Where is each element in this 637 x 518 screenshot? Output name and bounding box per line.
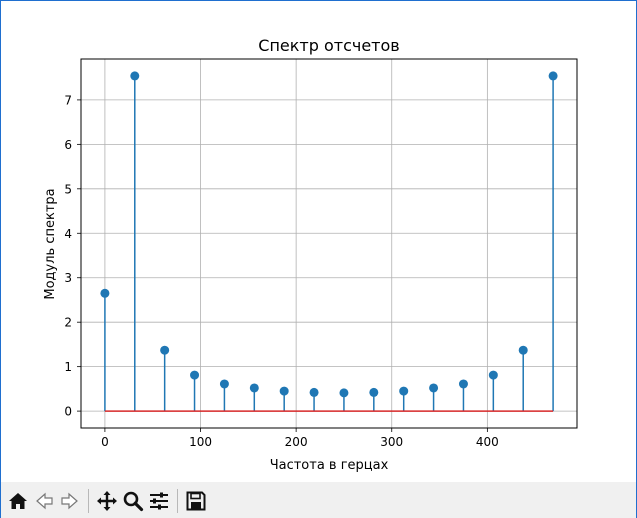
y-tick-label: 4: [64, 227, 72, 241]
y-axis-label: Модуль спектра: [43, 188, 58, 299]
stem-marker: [369, 387, 379, 397]
y-tick-label: 6: [64, 138, 72, 152]
stem-marker: [458, 379, 468, 389]
y-tick-label: 0: [64, 405, 72, 419]
pan-button[interactable]: [94, 486, 120, 516]
forward-icon: [61, 492, 78, 509]
zoom-button[interactable]: [120, 486, 146, 516]
y-tick-label: 3: [64, 271, 72, 285]
toolbar-separator: [177, 488, 178, 513]
toolbar-separator: [88, 488, 89, 513]
save-button[interactable]: [183, 486, 209, 516]
forward-button[interactable]: [57, 486, 83, 516]
x-tick-label: 200: [285, 435, 308, 449]
stem-marker: [249, 383, 259, 393]
stem-marker: [488, 370, 498, 380]
x-tick-label: 100: [189, 435, 212, 449]
back-button[interactable]: [31, 486, 57, 516]
y-tick-label: 7: [64, 93, 72, 107]
y-tick-label: 5: [64, 182, 72, 196]
chart: 0 100 200 300 400 0 1 2 3 4 5 6 7 Спектр отсчетов Ча…: [43, 36, 578, 473]
stem-marker: [190, 370, 200, 380]
navigation-toolbar: [1, 482, 636, 518]
stem-series: [100, 71, 558, 412]
stem-marker: [160, 345, 170, 355]
stem-marker: [518, 345, 528, 355]
home-button[interactable]: [5, 486, 31, 516]
configure-subplots-button[interactable]: [146, 486, 172, 516]
stem-marker: [339, 388, 349, 398]
x-tick-label: 300: [380, 435, 403, 449]
figure-canvas: 0 100 200 300 400 0 1 2 3 4 5 6 7 Спектр отсчетов Ча…: [1, 1, 636, 481]
pan-icon: [97, 490, 117, 511]
stem-marker: [429, 383, 439, 393]
stem-marker: [279, 386, 289, 396]
y-tick-label: 1: [64, 360, 72, 374]
configure-subplots-icon: [150, 492, 168, 509]
stem-marker: [548, 71, 558, 81]
back-icon: [36, 492, 53, 509]
x-axis-label: Частота в герцах: [270, 458, 389, 473]
stem-marker: [130, 71, 140, 81]
chart-title: Спектр отсчетов: [258, 36, 399, 55]
stem-marker: [100, 288, 110, 298]
axes-frame: [80, 58, 578, 429]
x-tick-label: 400: [476, 435, 499, 449]
save-icon: [186, 491, 206, 510]
home-icon: [9, 492, 27, 509]
stem-marker: [399, 386, 409, 396]
y-tick-label: 2: [64, 316, 72, 330]
ticks: 0 100 200 300 400 0 1 2 3 4 5 6 7: [64, 93, 498, 449]
grid: [81, 59, 577, 428]
stem-marker: [309, 387, 319, 397]
stem-marker: [219, 379, 229, 389]
x-tick-label: 0: [101, 435, 109, 449]
zoom-icon: [123, 491, 144, 511]
